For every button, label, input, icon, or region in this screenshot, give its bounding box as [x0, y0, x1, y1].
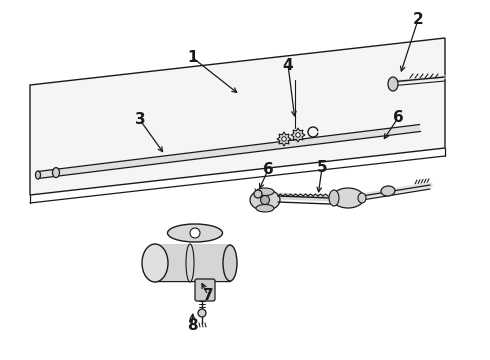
Ellipse shape [168, 224, 222, 242]
Text: 8: 8 [187, 318, 197, 333]
Polygon shape [30, 38, 445, 195]
Circle shape [261, 195, 270, 204]
FancyBboxPatch shape [195, 279, 215, 301]
Ellipse shape [254, 190, 262, 198]
Ellipse shape [332, 188, 364, 208]
Polygon shape [277, 132, 291, 146]
Circle shape [190, 228, 200, 238]
Ellipse shape [329, 190, 339, 206]
Text: 6: 6 [392, 111, 403, 126]
Ellipse shape [256, 188, 274, 195]
Text: 3: 3 [135, 112, 146, 127]
Ellipse shape [250, 189, 280, 211]
Text: 5: 5 [317, 161, 327, 175]
Circle shape [282, 137, 286, 141]
Ellipse shape [388, 77, 398, 91]
Ellipse shape [35, 171, 41, 179]
Text: 4: 4 [283, 58, 294, 72]
Text: 7: 7 [203, 288, 213, 302]
Ellipse shape [142, 244, 168, 282]
Circle shape [198, 309, 206, 317]
Text: 1: 1 [188, 50, 198, 66]
Ellipse shape [256, 204, 274, 212]
Ellipse shape [381, 186, 395, 196]
Circle shape [296, 133, 300, 137]
Polygon shape [38, 125, 420, 179]
Ellipse shape [223, 245, 237, 281]
Ellipse shape [358, 193, 366, 203]
Polygon shape [291, 128, 305, 142]
Text: 2: 2 [413, 13, 423, 27]
Ellipse shape [52, 168, 59, 177]
Polygon shape [155, 245, 230, 281]
Text: 6: 6 [263, 162, 273, 177]
